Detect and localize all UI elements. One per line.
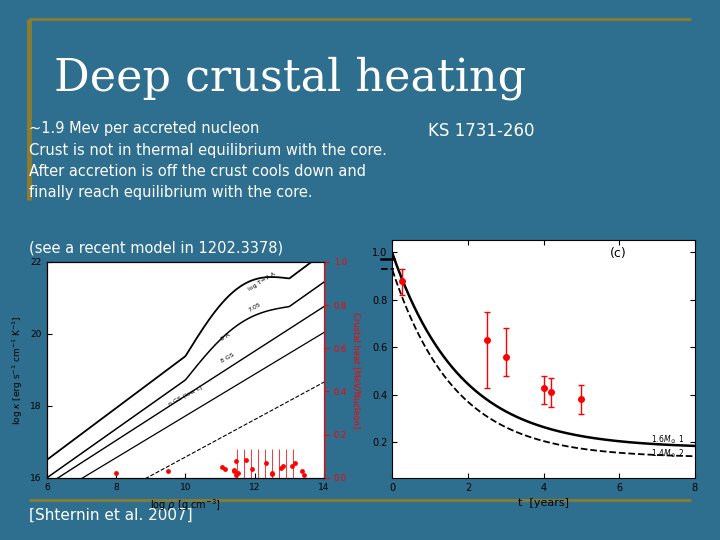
Text: KS 1731-260: KS 1731-260 — [428, 122, 535, 139]
Point — [228, 467, 239, 476]
Point — [266, 469, 278, 477]
Text: [Shternin et al. 2007]: [Shternin et al. 2007] — [29, 508, 192, 523]
Text: (c): (c) — [610, 247, 627, 260]
Point — [247, 465, 258, 474]
Point — [289, 459, 301, 468]
Text: ~1.9 Mev per accreted nucleon
Crust is not in thermal equilibrium with the core.: ~1.9 Mev per accreted nucleon Crust is n… — [29, 122, 387, 199]
Point — [266, 469, 278, 478]
Y-axis label: Crustal heat [MeV/Nucleon]: Crustal heat [MeV/Nucleon] — [352, 312, 361, 428]
Text: log T=7 A: log T=7 A — [248, 271, 276, 292]
Point — [287, 462, 298, 470]
Text: 1.4$M_\odot$ 2: 1.4$M_\odot$ 2 — [652, 448, 685, 461]
Point — [233, 469, 244, 478]
Text: 8 GS: 8 GS — [220, 352, 235, 364]
Text: 7.05: 7.05 — [248, 302, 262, 313]
Point — [228, 466, 239, 475]
X-axis label: t  [years]: t [years] — [518, 498, 569, 508]
Text: n GS (low c): n GS (low c) — [168, 385, 204, 407]
Point — [276, 463, 287, 472]
Point — [298, 471, 310, 480]
Text: 1.6$M_\odot$ 1: 1.6$M_\odot$ 1 — [652, 434, 685, 446]
X-axis label: log $\rho$ [g cm$^{-3}$]: log $\rho$ [g cm$^{-3}$] — [150, 497, 221, 513]
Point — [230, 471, 242, 480]
Point — [110, 468, 122, 477]
Point — [162, 467, 174, 475]
Point — [240, 456, 252, 465]
Text: 8 A: 8 A — [220, 333, 231, 342]
Point — [230, 456, 242, 465]
Point — [220, 464, 231, 473]
Point — [260, 458, 271, 467]
Text: Deep crustal heating: Deep crustal heating — [54, 57, 526, 100]
Point — [216, 462, 228, 471]
Text: (see a recent model in 1202.3378): (see a recent model in 1202.3378) — [29, 240, 283, 255]
Point — [278, 462, 289, 470]
Y-axis label: log $\kappa$ [erg s$^{-1}$ cm$^{-1}$ K$^{-1}$]: log $\kappa$ [erg s$^{-1}$ cm$^{-1}$ K$^… — [11, 315, 25, 425]
Point — [297, 467, 308, 476]
